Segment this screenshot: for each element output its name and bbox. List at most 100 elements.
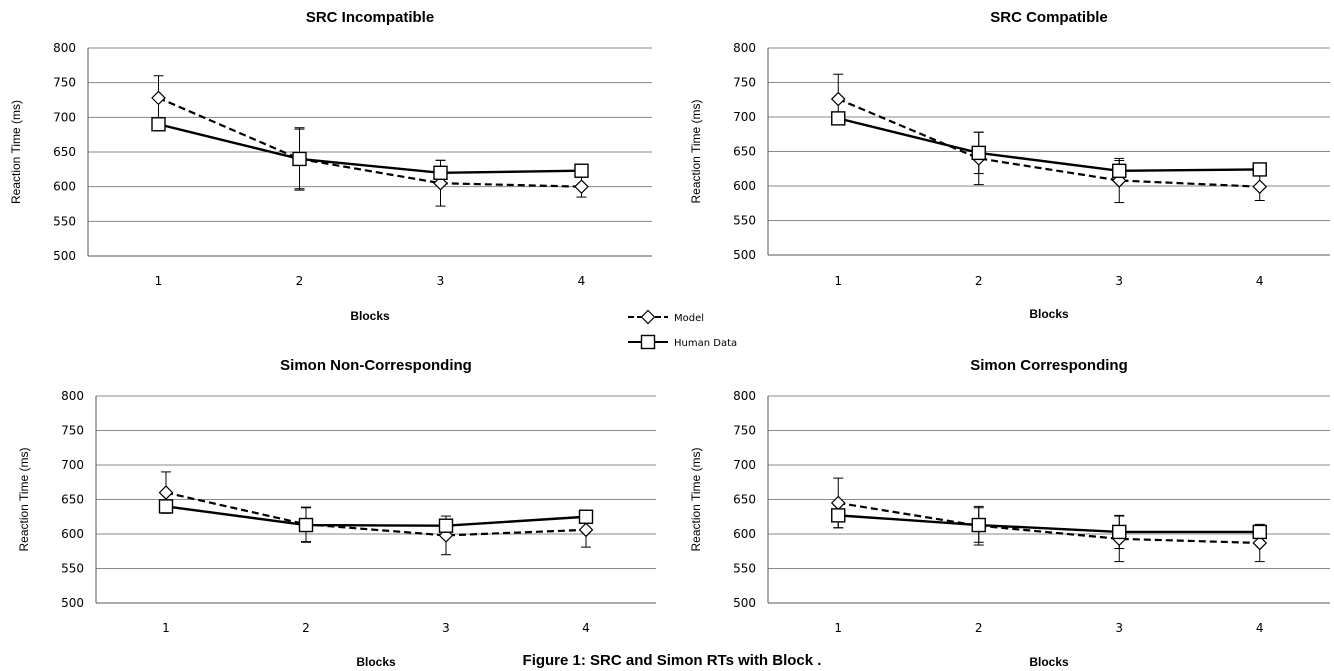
chart-panel-1: SRC Incompatible 500 550 600 650 700 750 800 1 2 3… bbox=[9, 9, 652, 323]
data-point-diamond bbox=[830, 495, 846, 511]
series-human-data bbox=[833, 502, 1260, 549]
y-tick-label: 600 bbox=[733, 527, 756, 541]
legend-marker-diamond bbox=[640, 309, 656, 325]
data-point-square bbox=[1112, 163, 1127, 179]
y-axis-label: Reaction Time (ms) bbox=[17, 447, 31, 551]
data-point-square bbox=[1252, 162, 1267, 177]
figure-caption: Figure 1: SRC and Simon RTs with Block . bbox=[523, 652, 822, 669]
data-point-square bbox=[433, 165, 448, 181]
human-data-markers bbox=[151, 117, 589, 181]
series-human-data bbox=[158, 123, 582, 190]
data-point-square bbox=[151, 117, 166, 132]
y-tick-label: 800 bbox=[53, 41, 76, 55]
y-tick-label: 500 bbox=[733, 248, 756, 262]
x-tick-label: 1 bbox=[834, 274, 842, 288]
data-point-diamond bbox=[830, 91, 846, 107]
y-tick-label: 700 bbox=[61, 458, 84, 472]
series-human-data bbox=[837, 117, 1260, 182]
x-tick-label: 1 bbox=[155, 274, 163, 288]
x-axis-label: Blocks bbox=[1029, 655, 1069, 669]
data-point-square bbox=[292, 151, 307, 167]
human-data-markers bbox=[831, 111, 1267, 179]
series-line bbox=[165, 505, 587, 527]
y-tick-label: 550 bbox=[733, 214, 756, 228]
series-line bbox=[158, 123, 582, 175]
y-axis-label: Reaction Time (ms) bbox=[689, 447, 703, 551]
y-tick-label: 500 bbox=[53, 249, 76, 263]
legend-item-human-data: Human Data bbox=[628, 334, 737, 350]
chart-panels: SRC Incompatible 500 550 600 650 700 750 800 1 2 3… bbox=[9, 9, 1330, 669]
x-tick-label: 3 bbox=[1115, 621, 1123, 635]
data-point-square bbox=[438, 518, 454, 533]
y-tick-label: 750 bbox=[61, 424, 84, 438]
y-tick-label: 750 bbox=[53, 76, 76, 90]
data-point-square bbox=[158, 499, 174, 514]
y-tick-label: 800 bbox=[733, 41, 756, 55]
series-line bbox=[165, 491, 587, 537]
data-point-square bbox=[1252, 524, 1267, 540]
legend-label: Model bbox=[674, 313, 704, 324]
y-tick-label: 750 bbox=[733, 424, 756, 438]
y-tick-label: 500 bbox=[61, 596, 84, 610]
data-point-diamond bbox=[1252, 179, 1268, 195]
y-tick-label: 650 bbox=[53, 145, 76, 159]
y-tick-label: 600 bbox=[733, 179, 756, 193]
x-tick-label: 2 bbox=[296, 274, 304, 288]
y-tick-label: 650 bbox=[61, 493, 84, 507]
series-line bbox=[158, 96, 582, 188]
legend-item-model: Model bbox=[628, 309, 704, 325]
data-point-square bbox=[971, 517, 986, 533]
series-line bbox=[838, 501, 1260, 545]
data-point-square bbox=[298, 517, 314, 533]
x-tick-label: 4 bbox=[578, 274, 586, 288]
series-line bbox=[837, 117, 1260, 173]
data-point-diamond bbox=[158, 485, 174, 500]
data-point-square bbox=[574, 163, 589, 178]
x-tick-label: 3 bbox=[442, 621, 450, 635]
y-tick-label: 600 bbox=[61, 527, 84, 541]
x-tick-label: 4 bbox=[582, 621, 590, 635]
chart-title: Simon Non-Corresponding bbox=[280, 357, 472, 374]
y-tick-label: 600 bbox=[53, 180, 76, 194]
human-data-markers bbox=[831, 508, 1267, 540]
data-point-square bbox=[578, 509, 594, 524]
x-tick-label: 2 bbox=[975, 274, 983, 288]
chart-title: Simon Corresponding bbox=[970, 357, 1128, 374]
x-tick-label: 2 bbox=[975, 621, 983, 635]
human-data-markers bbox=[158, 499, 594, 533]
y-tick-label: 800 bbox=[61, 389, 84, 403]
x-tick-label: 4 bbox=[1256, 621, 1264, 635]
model-markers bbox=[151, 90, 589, 195]
data-point-diamond bbox=[574, 179, 589, 195]
chart-panel-2: SRC Compatible 500 550 600 650 700 750 800 1 2 3 4 B… bbox=[689, 9, 1330, 321]
model-markers bbox=[830, 91, 1268, 195]
series-human-data bbox=[165, 505, 587, 543]
x-tick-label: 4 bbox=[1256, 274, 1264, 288]
y-tick-label: 650 bbox=[733, 145, 756, 159]
series-line bbox=[838, 514, 1260, 534]
legend-label: Human Data bbox=[674, 338, 737, 349]
x-axis-label: Blocks bbox=[1029, 307, 1069, 321]
legend-marker-square bbox=[640, 334, 656, 350]
y-tick-label: 700 bbox=[733, 458, 756, 472]
series-model bbox=[833, 73, 1265, 204]
data-point-square bbox=[831, 508, 846, 523]
y-tick-label: 550 bbox=[733, 562, 756, 576]
chart-title: SRC Incompatible bbox=[306, 9, 434, 26]
legend: Model Human Data bbox=[628, 309, 737, 350]
data-point-square bbox=[1112, 524, 1127, 540]
x-axis-label: Blocks bbox=[356, 655, 396, 669]
y-tick-label: 700 bbox=[733, 110, 756, 124]
y-tick-label: 700 bbox=[53, 110, 76, 124]
data-point-diamond bbox=[578, 522, 594, 538]
y-tick-label: 750 bbox=[733, 76, 756, 90]
y-tick-label: 550 bbox=[53, 214, 76, 228]
x-tick-label: 3 bbox=[437, 274, 445, 288]
y-tick-label: 800 bbox=[733, 389, 756, 403]
chart-panel-3: Simon Non-Corresponding 500 550 600 650 700 75… bbox=[17, 357, 656, 669]
data-point-square bbox=[971, 145, 986, 161]
y-tick-label: 650 bbox=[733, 493, 756, 507]
data-point-square bbox=[831, 111, 846, 126]
chart-title: SRC Compatible bbox=[990, 9, 1108, 26]
x-tick-label: 1 bbox=[162, 621, 170, 635]
